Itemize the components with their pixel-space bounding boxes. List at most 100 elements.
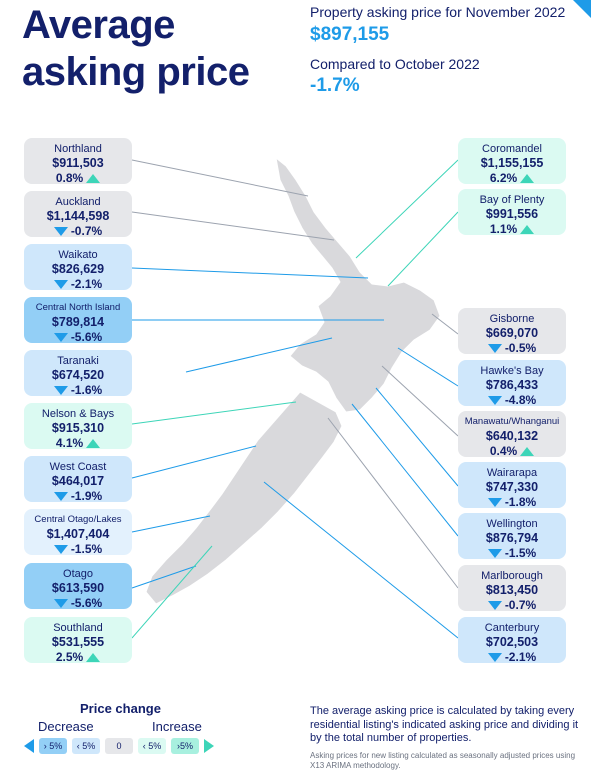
region-name: Coromandel	[482, 143, 542, 155]
region-change: -5.6%	[70, 596, 103, 610]
nz-map	[131, 156, 459, 639]
compare-label: Compared to October 2022	[310, 56, 480, 72]
region-change: -1.8%	[504, 495, 537, 509]
region-card-central-north-island: Central North Island $789,814 -5.6%	[24, 297, 132, 344]
region-price: $674,520	[51, 368, 105, 382]
arrow-down-icon	[487, 653, 502, 662]
region-card-wellington: Wellington $876,794 -1.5%	[458, 513, 566, 560]
arrow-down-icon	[487, 549, 502, 558]
legend-decrease-label: Decrease	[38, 719, 94, 734]
connector-lines	[131, 159, 459, 639]
region-change: -1.6%	[70, 383, 103, 397]
methodology-small-note: Asking prices for new listing calculated…	[310, 751, 576, 770]
arrow-right-icon	[204, 739, 214, 753]
asking-label: Property asking price for November 2022	[310, 4, 566, 20]
region-card-coromandel: Coromandel $1,155,155 6.2%	[458, 138, 566, 185]
region-price: $1,407,404	[46, 527, 110, 541]
region-name: Southland	[53, 622, 103, 634]
region-name: Gisborne	[489, 313, 535, 325]
compare-value: -1.7%	[310, 75, 360, 96]
region-price: $789,814	[51, 315, 105, 329]
region-name: Nelson & Bays	[41, 408, 115, 420]
region-change: 0.4%	[489, 444, 518, 458]
arrow-down-icon	[487, 498, 502, 507]
region-change: -4.8%	[504, 393, 537, 407]
region-card-marlborough: Marlborough $813,450 -0.7%	[458, 565, 566, 612]
region-card-manawatu-whanganui: Manawatu/Whanganui $640,132 0.4%	[458, 411, 566, 458]
arrow-down-icon	[53, 333, 68, 342]
region-change: -0.7%	[70, 224, 103, 238]
region-name: Bay of Plenty	[479, 194, 545, 206]
region-name: Wellington	[486, 518, 538, 530]
region-name: Central Otago/Lakes	[34, 514, 122, 525]
region-card-taranaki: Taranaki $674,520 -1.6%	[24, 350, 132, 397]
arrow-down-icon	[487, 601, 502, 610]
arrow-down-icon	[53, 280, 68, 289]
arrow-down-icon	[53, 545, 68, 554]
arrow-up-icon	[520, 447, 535, 456]
arrow-down-icon	[487, 344, 502, 353]
region-name: Otago	[63, 568, 93, 580]
arrow-left-icon	[24, 739, 34, 753]
arrow-up-icon	[86, 439, 101, 448]
title-line-1: Average	[22, 3, 175, 47]
region-price: $813,450	[485, 583, 539, 597]
asking-value: $897,155	[310, 24, 390, 45]
legend-item: ‹ 5%	[138, 738, 166, 754]
region-change: -0.7%	[504, 598, 537, 612]
legend-increase-label: Increase	[152, 719, 202, 734]
north-island-shape	[275, 156, 441, 413]
region-card-auckland: Auckland $1,144,598 -0.7%	[24, 191, 132, 238]
region-change: -1.5%	[504, 546, 537, 560]
region-name: Manawatu/Whanganui	[464, 416, 560, 427]
page-title: Average asking price	[22, 2, 250, 96]
region-price: $640,132	[485, 429, 539, 443]
region-price: $747,330	[485, 480, 539, 494]
legend-title: Price change	[80, 701, 161, 716]
region-change: 6.2%	[489, 171, 518, 185]
south-island-shape	[145, 391, 343, 605]
region-price: $1,144,598	[46, 209, 110, 223]
region-price: $915,310	[51, 421, 105, 435]
region-change: -1.9%	[70, 489, 103, 503]
region-change: -2.1%	[504, 650, 537, 664]
corner-accent	[573, 0, 591, 18]
legend-item: ‹ 5%	[72, 738, 100, 754]
arrow-down-icon	[53, 492, 68, 501]
region-change: -2.1%	[70, 277, 103, 291]
title-line-2: asking price	[22, 50, 250, 94]
region-card-northland: Northland $911,503 0.8%	[24, 138, 132, 185]
region-change: 2.5%	[55, 650, 84, 664]
region-name: Auckland	[55, 196, 101, 208]
region-card-otago: Otago $613,590 -5.6%	[24, 563, 132, 610]
arrow-down-icon	[53, 386, 68, 395]
region-change: 1.1%	[489, 222, 518, 236]
region-change: 0.8%	[55, 171, 84, 185]
arrow-up-icon	[86, 653, 101, 662]
region-card-canterbury: Canterbury $702,503 -2.1%	[458, 617, 566, 664]
region-price: $826,629	[51, 262, 105, 276]
region-name: Canterbury	[484, 622, 540, 634]
region-card-gisborne: Gisborne $669,070 -0.5%	[458, 308, 566, 355]
arrow-down-icon	[487, 396, 502, 405]
region-card-southland: Southland $531,555 2.5%	[24, 617, 132, 664]
region-change: 4.1%	[55, 436, 84, 450]
region-card-nelson-bays: Nelson & Bays $915,310 4.1%	[24, 403, 132, 450]
region-change: -0.5%	[504, 341, 537, 355]
region-price: $876,794	[485, 531, 539, 545]
region-name: Central North Island	[35, 302, 121, 313]
region-price: $669,070	[485, 326, 539, 340]
region-price: $786,433	[485, 378, 539, 392]
arrow-up-icon	[520, 174, 535, 183]
region-name: Wairarapa	[486, 467, 538, 479]
region-name: Marlborough	[481, 570, 543, 582]
region-price: $531,555	[51, 635, 105, 649]
legend-item: 0	[105, 738, 133, 754]
region-card-wairarapa: Wairarapa $747,330 -1.8%	[458, 462, 566, 509]
region-name: Waikato	[58, 249, 98, 261]
region-price: $464,017	[51, 474, 105, 488]
region-name: Hawke's Bay	[480, 365, 544, 377]
legend-scale: › 5% ‹ 5% 0 ‹ 5% ›5%	[24, 737, 214, 755]
region-price: $613,590	[51, 581, 105, 595]
region-card-waikato: Waikato $826,629 -2.1%	[24, 244, 132, 291]
